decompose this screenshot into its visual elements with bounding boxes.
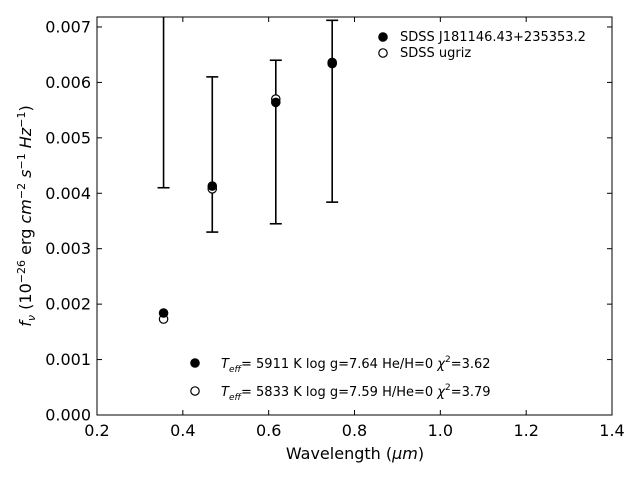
legend-fit-label: Teff= 5911 K log g=7.64 He/H=0 χ2=3.62: [221, 355, 491, 375]
y-tick-label: 0.002: [45, 295, 91, 314]
legend-label: SDSS ugriz: [400, 46, 471, 61]
x-tick-label: 0.4: [170, 421, 195, 440]
legend-bottom: Teff= 5911 K log g=7.64 He/H=0 χ2=3.62 Te…: [190, 355, 491, 403]
plot-frame: [96, 16, 613, 416]
y-tick-label: 0.000: [45, 406, 91, 425]
x-ticks: 0.2 0.4 0.6 0.8 1.0 1.2 1.4: [84, 17, 625, 440]
y-tick-label: 0.004: [45, 184, 91, 203]
legend-marker: [378, 32, 388, 42]
legend-marker: [378, 48, 388, 58]
x-tick-label: 0.8: [342, 421, 367, 440]
y-axis-label: fν (10−26 erg cm−2 s−1 Hz−1): [15, 105, 38, 326]
marker-filled: [207, 181, 218, 191]
axes: [96, 16, 613, 416]
legend-marker: [190, 386, 200, 396]
marker-filled: [270, 97, 281, 108]
y-tick-label: 0.005: [45, 128, 91, 147]
marker-filled: [158, 308, 169, 318]
x-tick-label: 1.4: [599, 421, 624, 440]
y-tick-label: 0.006: [45, 73, 91, 92]
x-axis-label: Wavelength (μm): [286, 444, 424, 463]
x-tick-label: 0.2: [84, 421, 109, 440]
y-tick-label: 0.007: [45, 17, 91, 36]
data-points: [158, 57, 337, 324]
y-tick-label: 0.003: [45, 239, 91, 258]
y-tick-label: 0.001: [45, 350, 91, 369]
y-ticks: 0.000 0.001 0.002 0.003 0.004 0.005 0.006 0.007: [45, 17, 612, 425]
legend-label: SDSS J181146.43+235353.2: [400, 30, 586, 45]
error-bars: [157, 17, 339, 233]
marker-filled: [327, 57, 337, 68]
legend-marker: [190, 358, 200, 368]
legend-fit-label: Teff= 5833 K log g=7.59 H/He=0 χ2=3.79: [221, 383, 491, 403]
x-tick-label: 0.6: [256, 421, 281, 440]
x-tick-label: 1.2: [513, 421, 538, 440]
x-tick-label: 1.0: [428, 421, 453, 440]
